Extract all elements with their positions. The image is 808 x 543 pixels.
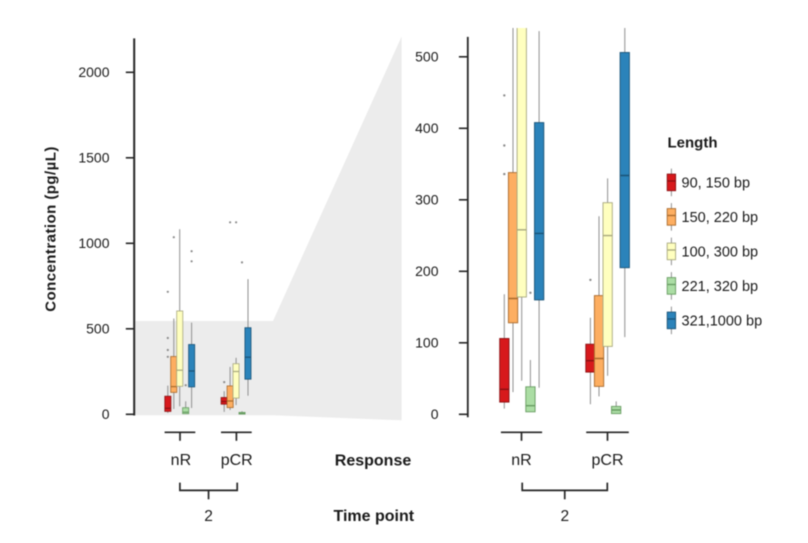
svg-text:400: 400 bbox=[415, 120, 439, 136]
svg-text:221, 320 bp: 221, 320 bp bbox=[682, 279, 759, 295]
svg-text:2: 2 bbox=[204, 508, 213, 525]
svg-text:500: 500 bbox=[86, 321, 110, 337]
svg-text:Length: Length bbox=[668, 134, 718, 151]
svg-text:300: 300 bbox=[415, 192, 439, 208]
svg-text:Concentration (pg/µL): Concentration (pg/µL) bbox=[43, 146, 60, 312]
svg-text:Time point: Time point bbox=[334, 508, 415, 525]
svg-text:2000: 2000 bbox=[78, 64, 109, 80]
svg-text:100, 300 bp: 100, 300 bp bbox=[682, 245, 759, 261]
svg-text:Response: Response bbox=[335, 452, 412, 469]
svg-text:1000: 1000 bbox=[78, 235, 109, 251]
svg-text:90, 150 bp: 90, 150 bp bbox=[682, 176, 751, 192]
svg-text:2: 2 bbox=[560, 508, 569, 525]
svg-text:1500: 1500 bbox=[78, 150, 109, 166]
svg-text:100: 100 bbox=[415, 335, 439, 351]
svg-text:200: 200 bbox=[415, 263, 439, 279]
svg-text:pCR: pCR bbox=[221, 452, 253, 469]
svg-text:pCR: pCR bbox=[591, 452, 623, 469]
svg-text:0: 0 bbox=[102, 406, 110, 422]
svg-text:321,1000 bp: 321,1000 bp bbox=[682, 314, 763, 330]
svg-text:nR: nR bbox=[171, 452, 191, 469]
svg-text:150, 220 bp: 150, 220 bp bbox=[682, 210, 759, 226]
svg-text:500: 500 bbox=[415, 49, 439, 65]
svg-text:nR: nR bbox=[511, 452, 531, 469]
svg-text:0: 0 bbox=[431, 406, 439, 422]
